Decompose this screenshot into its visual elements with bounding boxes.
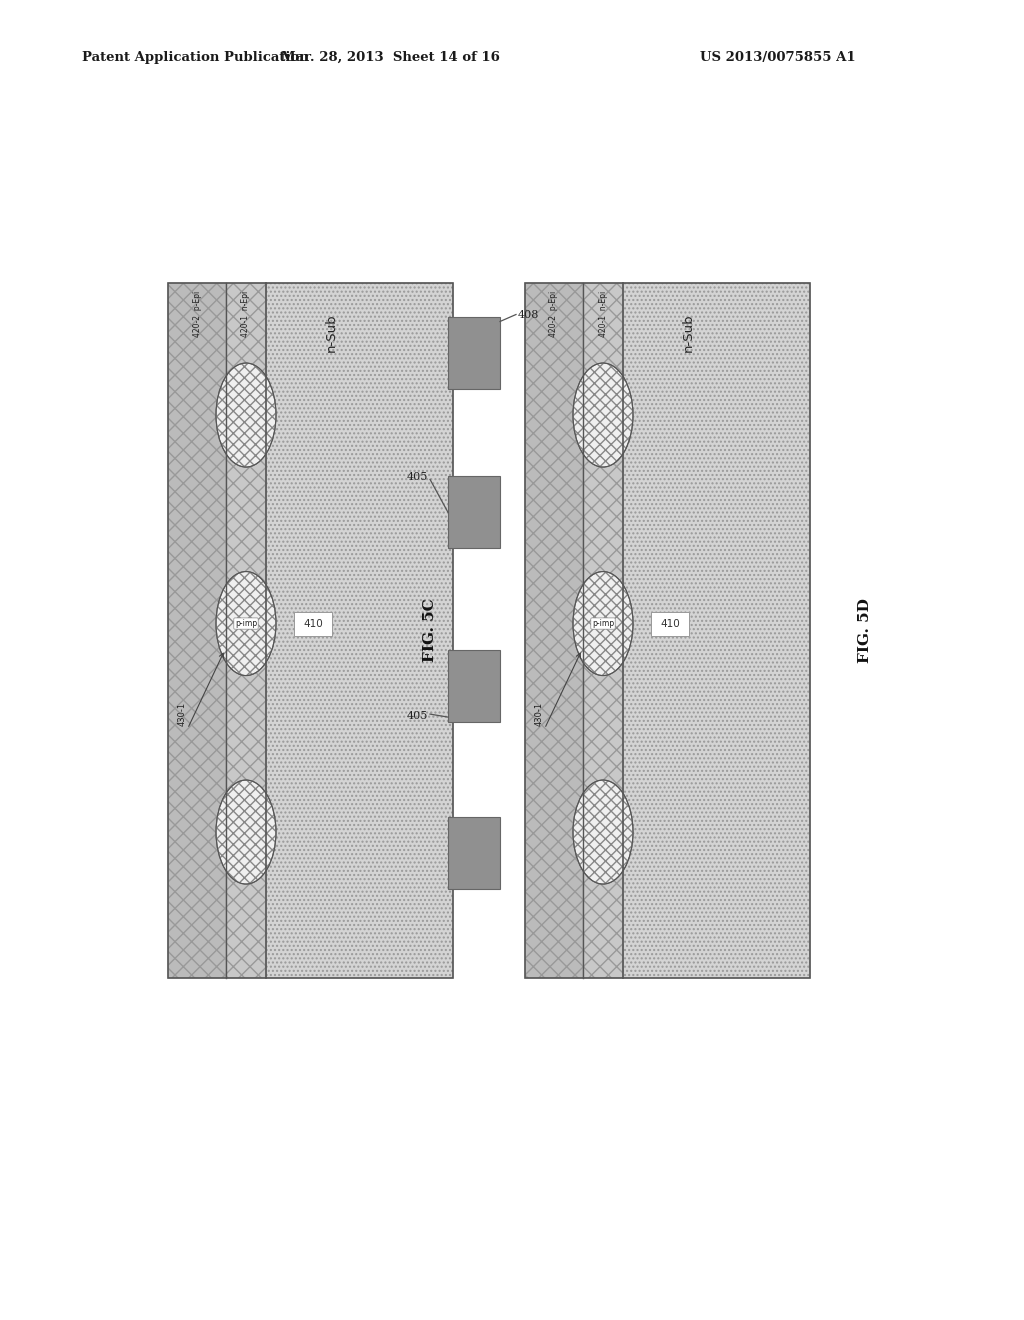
- Text: 405: 405: [407, 711, 428, 721]
- Bar: [623, 282, 810, 978]
- Bar: [266, 282, 453, 978]
- Text: n-Sub: n-Sub: [325, 313, 338, 351]
- Bar: [583, 282, 623, 978]
- Text: 405: 405: [407, 473, 428, 482]
- Bar: [168, 282, 226, 978]
- Text: 430-1: 430-1: [535, 702, 544, 726]
- Text: 410: 410: [660, 619, 680, 628]
- Text: p-imp: p-imp: [234, 619, 257, 628]
- Ellipse shape: [573, 780, 633, 884]
- Bar: [449, 649, 500, 722]
- Bar: [294, 611, 332, 635]
- Bar: [623, 282, 810, 978]
- Bar: [583, 282, 623, 978]
- Ellipse shape: [216, 780, 276, 884]
- Text: US 2013/0075855 A1: US 2013/0075855 A1: [700, 50, 856, 63]
- Bar: [651, 611, 689, 635]
- Text: 420-1  n-Epi: 420-1 n-Epi: [242, 290, 251, 337]
- Bar: [226, 282, 266, 978]
- Ellipse shape: [216, 363, 276, 467]
- Bar: [449, 317, 500, 388]
- Bar: [525, 282, 583, 978]
- Text: n-Sub: n-Sub: [682, 313, 695, 351]
- Text: FIG. 5D: FIG. 5D: [858, 598, 872, 663]
- Text: Mar. 28, 2013  Sheet 14 of 16: Mar. 28, 2013 Sheet 14 of 16: [281, 50, 500, 63]
- Text: Patent Application Publication: Patent Application Publication: [82, 50, 309, 63]
- Bar: [449, 817, 500, 888]
- Text: 420-2  p-Epi: 420-2 p-Epi: [550, 290, 558, 337]
- Text: 410: 410: [303, 619, 323, 628]
- Bar: [226, 282, 266, 978]
- Text: p-imp: p-imp: [592, 619, 614, 628]
- Text: 430-1: 430-1: [178, 702, 187, 726]
- Ellipse shape: [216, 572, 276, 676]
- Bar: [168, 282, 226, 978]
- Bar: [266, 282, 453, 978]
- Bar: [168, 282, 453, 978]
- Bar: [449, 477, 500, 548]
- Ellipse shape: [573, 363, 633, 467]
- Text: 408: 408: [518, 309, 540, 319]
- Ellipse shape: [573, 572, 633, 676]
- Bar: [525, 282, 583, 978]
- Text: 420-1  n-Epi: 420-1 n-Epi: [598, 290, 607, 337]
- Bar: [525, 282, 810, 978]
- Text: 420-2  p-Epi: 420-2 p-Epi: [193, 290, 202, 337]
- Text: FIG. 5C: FIG. 5C: [423, 599, 437, 663]
